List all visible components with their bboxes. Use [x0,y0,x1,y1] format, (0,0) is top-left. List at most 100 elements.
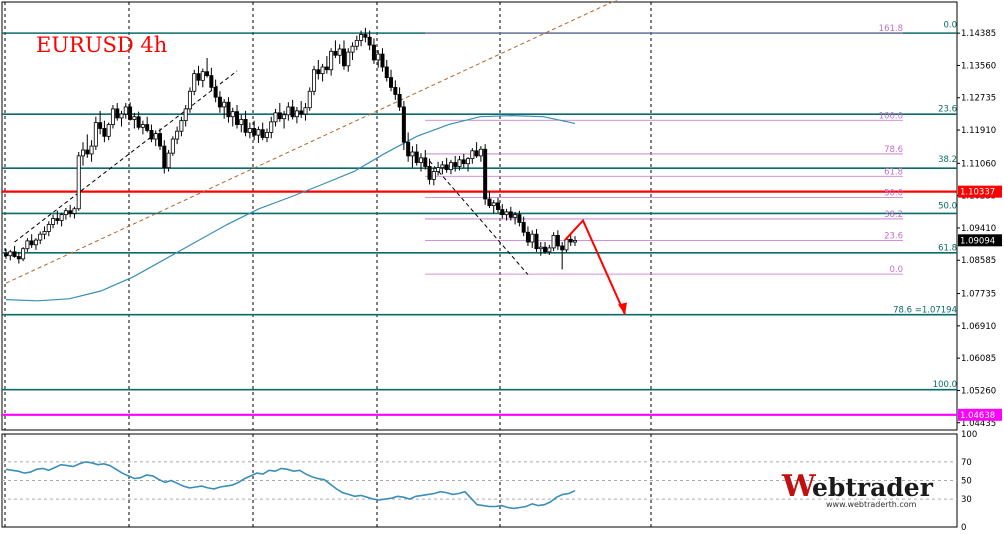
candle-body [466,158,471,165]
candle-body [341,48,346,67]
candle-body [8,251,13,257]
rsi-tick-label: 0 [961,523,966,530]
candle-body [21,248,26,260]
candle-body [213,86,218,98]
candle-body [307,90,312,109]
candle-body [367,36,372,46]
candle-body [209,75,214,88]
candle-body [183,108,188,122]
candle-body [102,128,107,137]
logo-brand: ebtrader [812,473,934,502]
price-badge-bg [958,185,1002,198]
candle-body [93,122,98,147]
candle-body [252,128,257,136]
candle-body [29,240,34,246]
candle-body [89,145,94,155]
candle-body [46,224,51,232]
candle-body [247,128,252,133]
candle-body [123,106,128,115]
candle-body [98,122,103,129]
candle-body [543,246,548,253]
candle-body [530,233,535,243]
candle-body [555,234,560,247]
price-tick-label: 1.13560 [961,61,996,71]
candle-body [461,159,466,165]
candle-body [51,218,56,225]
candle-body [573,240,578,243]
candle-body [170,138,175,154]
candle-body [363,34,368,38]
price-badge: 1.04638 [960,411,995,421]
logo-url: www.webtraderth.com [826,500,917,509]
candle-body [59,214,64,221]
candle-body [175,130,180,140]
candle-body [269,121,274,133]
price-tick-label: 1.11060 [961,159,996,169]
candle-body [68,210,73,214]
fib-main-label: 50.0 [938,201,957,211]
candle-body [521,222,526,233]
candle-body [359,34,364,41]
candle-body [337,48,342,56]
candle-body [564,238,569,251]
candle-body [436,167,441,172]
fib-secondary-label: 50.0 [884,188,903,198]
candle-body [226,101,231,118]
rsi-tick-label: 50 [961,477,972,487]
candle-body [76,155,81,210]
price-tick-label: 1.07735 [961,290,996,300]
support-trendline [14,70,238,243]
candle-body [397,94,402,108]
main-pane-frame [1,1,958,431]
price-tick-label: 1.12735 [961,94,996,104]
candle-body [478,148,483,157]
candle-body [153,133,158,140]
candle-body [42,231,47,235]
candle-body [483,148,488,200]
candle-body [525,231,530,243]
fib-secondary-label: 0.0 [889,265,903,275]
rsi-line [5,461,576,510]
candle-body [256,129,261,136]
candle-body [384,66,389,78]
fib-secondary-label: 78.6 [884,145,903,155]
candle-body [63,210,68,216]
candle-body [508,211,513,218]
candle-body [286,106,291,116]
candle-body [513,214,518,218]
candle-body [414,151,419,163]
fib-main-label: 100.0 [933,380,957,390]
fib-secondary-label: 100.0 [879,111,903,121]
candle-body [115,108,120,119]
candle-body [158,133,163,147]
candle-body [239,119,244,125]
candle-body [222,101,227,108]
candle-body [316,69,321,75]
candle-body [4,253,9,257]
candle-body [187,90,192,110]
current-price-badge: 1.09094 [960,236,995,246]
candle-body [110,108,115,125]
candle-body [290,106,295,118]
candle-body [200,71,205,81]
candle-body [534,233,539,250]
candle-body [547,247,552,253]
candle-body [25,240,30,250]
candle-body [162,145,167,169]
candle-body [145,124,150,131]
candle-body [230,111,235,118]
candle-body [346,51,351,67]
candle-body [128,106,133,120]
fib-main-label: 78.6 =1.07194 [893,306,957,316]
candle-body [444,164,449,170]
candle-body [12,251,17,257]
fib-secondary-label: 23.6 [884,231,903,241]
candle-body [282,114,287,120]
price-tick-label: 1.06910 [961,322,996,332]
candle-body [389,77,394,88]
candle-body [371,44,376,61]
candle-body [119,113,124,119]
candle-body [85,149,90,155]
chart-title: EURUSD 4h [36,33,167,57]
